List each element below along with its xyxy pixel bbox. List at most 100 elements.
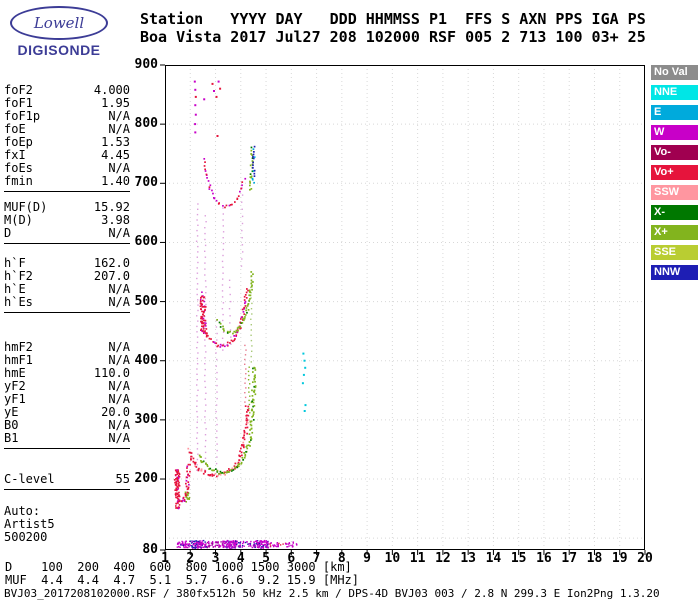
param-value: 4.000	[93, 83, 130, 97]
legend-item-nne: NNE	[651, 85, 698, 100]
param-label: h`Es	[4, 295, 33, 309]
param-label: foF1p	[4, 109, 41, 123]
param-row-he: h`E N/A	[4, 283, 130, 296]
param-value: N/A	[108, 109, 130, 123]
param-row-hf2: h`F2 207.0	[4, 270, 130, 283]
legend-item-nnw: NNW	[651, 265, 698, 280]
param-value: N/A	[108, 431, 130, 445]
param-label: foEp	[4, 135, 33, 149]
param-label: h`F2	[4, 269, 33, 283]
lowell-logo-oval: Lowell	[10, 6, 108, 40]
param-label: fmin	[4, 174, 33, 188]
param-group: C-level 55	[4, 473, 130, 490]
station-header-values: Boa Vista 2017 Jul27 208 102000 RSF 005 …	[140, 28, 646, 46]
param-label: h`E	[4, 282, 26, 296]
legend-item-ssw: SSW	[651, 185, 698, 200]
freq-tick-label: 8	[337, 551, 346, 566]
param-value: N/A	[108, 379, 130, 393]
lowell-logo-text: Lowell	[33, 14, 85, 32]
param-label: D	[4, 226, 12, 240]
freq-tick-label: 4	[236, 551, 245, 566]
param-row-hes: h`Es N/A	[4, 296, 130, 309]
param-label: B1	[4, 431, 19, 445]
param-value: 20.0	[101, 405, 130, 419]
param-row-hme: hmE 110.0	[4, 367, 130, 380]
param-value: 1.53	[101, 135, 130, 149]
param-label: M(D)	[4, 213, 33, 227]
param-value: N/A	[108, 122, 130, 136]
param-group: Auto: Artist5 500200	[4, 505, 130, 547]
param-value: N/A	[108, 353, 130, 367]
param-row-b1: B1 N/A	[4, 432, 130, 445]
param-row-md: M(D) 3.98	[4, 214, 130, 227]
ionogram-plot-area	[160, 64, 646, 555]
ionogram-canvas	[160, 64, 646, 555]
param-label: Auto:	[4, 504, 41, 518]
legend-item-noval: No Val	[651, 65, 698, 80]
param-row-b0: B0 N/A	[4, 419, 130, 432]
param-row-foe: foE N/A	[4, 123, 130, 136]
height-tick-label: 300	[134, 411, 158, 427]
param-label: Artist5	[4, 517, 55, 531]
freq-tick-label: 1	[161, 551, 169, 566]
param-group: MUF(D) 15.92 M(D) 3.98 D N/A	[4, 201, 130, 244]
param-group: foF2 4.000 foF1 1.95 foF1p N/A foE N/A foEp 1.53 f…	[4, 84, 130, 192]
param-row-fmin: fmin 1.40	[4, 175, 130, 188]
freq-tick-label: 16	[536, 551, 552, 566]
param-value: N/A	[108, 340, 130, 354]
freq-tick-label: 10	[384, 551, 401, 566]
param-row-fof2: foF2 4.000	[4, 84, 130, 97]
param-label: foEs	[4, 161, 33, 175]
freq-tick-label: 7	[312, 551, 321, 566]
legend-item-vo-: Vo-	[651, 145, 698, 160]
param-value: N/A	[108, 226, 130, 240]
param-row-hf: h`F 162.0	[4, 257, 130, 270]
param-row-ye: yE 20.0	[4, 406, 130, 419]
param-label: C-level	[4, 472, 55, 486]
footer-info-line: BVJ03_2017208102000.RSF / 380fx512h 50 k…	[4, 587, 660, 600]
legend-item-x-: X-	[651, 205, 698, 220]
param-value: 207.0	[93, 269, 130, 283]
param-label: yF1	[4, 392, 26, 406]
param-value: 4.45	[101, 148, 130, 162]
freq-tick-label: 6	[287, 551, 296, 566]
param-row-hmf2: hmF2 N/A	[4, 341, 130, 354]
scaled-parameters-panel: foF2 4.000 foF1 1.95 foF1p N/A foE N/A foEp 1.53 f…	[4, 84, 130, 556]
param-row-d: D N/A	[4, 227, 130, 240]
param-row-fof1p: foF1p N/A	[4, 110, 130, 123]
param-label: foE	[4, 122, 26, 136]
freq-tick-label: 20	[637, 551, 653, 566]
param-value: 1.95	[101, 96, 130, 110]
freq-tick-label: 15	[510, 551, 527, 566]
height-tick-label: 500	[134, 293, 158, 309]
param-label: foF2	[4, 83, 33, 97]
param-label: h`F	[4, 256, 26, 270]
height-tick-label: 800	[134, 116, 158, 132]
param-label: hmE	[4, 366, 26, 380]
param-group: hmF2 N/A hmF1 N/A hmE 110.0 yF2 N/A yF1 N/A yE 20.0…	[4, 341, 130, 449]
param-value: 162.0	[93, 256, 130, 270]
station-header-columns: Station YYYY DAY DDD HHMMSS P1 FFS S AXN…	[140, 10, 646, 28]
legend-item-sse: SSE	[651, 245, 698, 260]
doppler-color-legend: No Val NNE E W Vo- Vo+ SSW X- X+ SSE NNW	[651, 65, 698, 285]
param-row-artist5: Artist5	[4, 518, 130, 531]
param-label: 500200	[4, 530, 48, 544]
param-value: 1.40	[101, 174, 130, 188]
height-tick-label: 600	[134, 234, 158, 250]
freq-tick-label: 19	[611, 551, 628, 566]
param-label: yF2	[4, 379, 26, 393]
param-row-500200: 500200	[4, 531, 130, 544]
freq-tick-label: 5	[262, 551, 270, 566]
param-value: 15.92	[93, 200, 130, 214]
param-row-mufd: MUF(D) 15.92	[4, 201, 130, 214]
freq-tick-label: 11	[409, 551, 426, 566]
param-value: N/A	[108, 161, 130, 175]
param-label: hmF1	[4, 353, 33, 367]
param-value: N/A	[108, 392, 130, 406]
freq-tick-label: 9	[363, 551, 371, 566]
param-label: foF1	[4, 96, 33, 110]
height-tick-label: 700	[134, 175, 158, 191]
param-row-foep: foEp 1.53	[4, 136, 130, 149]
param-row-auto: Auto:	[4, 505, 130, 518]
